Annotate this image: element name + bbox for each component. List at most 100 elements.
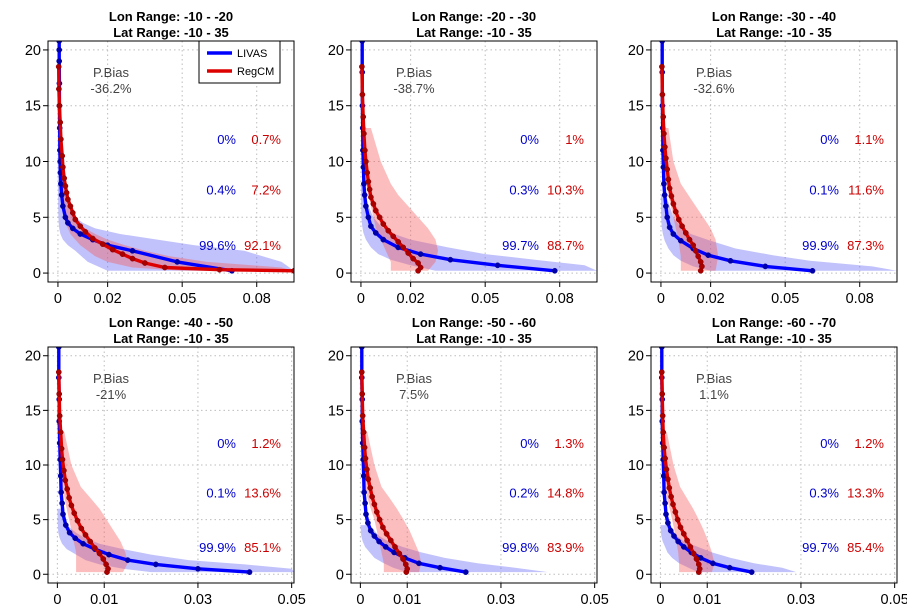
x-tick-label: 0.05: [471, 291, 499, 307]
data-point-livas: [56, 58, 63, 64]
data-point-livas: [382, 544, 389, 550]
data-point-regcm: [668, 193, 675, 199]
data-point-regcm: [161, 264, 168, 271]
y-tick-label: 20: [328, 349, 344, 365]
data-point-livas: [661, 180, 667, 187]
y-tick-label: 10: [328, 458, 344, 474]
data-point-regcm: [60, 164, 66, 170]
data-point-livas: [80, 540, 86, 547]
x-tick-label: 0.02: [397, 291, 425, 307]
series-line-regcm: [660, 370, 702, 574]
layer-pct-livas-low: 99.8%: [502, 540, 539, 555]
data-point-regcm: [129, 255, 136, 262]
data-point-regcm: [362, 147, 368, 154]
pbias-label: P.Bias: [396, 65, 432, 80]
data-point-regcm: [666, 485, 673, 491]
y-tick-label: 15: [628, 403, 644, 419]
x-tick-label: 0.03: [184, 592, 212, 608]
data-point-regcm: [59, 456, 66, 463]
band-livas: [57, 116, 294, 271]
layer-pct-regcm-high: 0.7%: [251, 132, 281, 147]
data-point-livas: [129, 247, 136, 254]
data-point-livas: [665, 520, 671, 526]
layer-pct-regcm-high: 1.2%: [251, 436, 281, 451]
x-tick-label: 0.03: [487, 592, 515, 608]
data-point-regcm: [665, 176, 672, 183]
pbias-value: -32.6%: [693, 81, 735, 96]
pbias-label: P.Bias: [396, 371, 432, 386]
data-point-livas: [56, 47, 63, 53]
data-point-regcm: [410, 255, 416, 262]
panel-title-lon: Lon Range: -10 - -20: [109, 9, 233, 24]
data-point-livas: [437, 564, 443, 571]
data-point-livas: [65, 220, 71, 226]
data-point-livas: [195, 565, 201, 572]
data-point-regcm: [376, 516, 383, 523]
data-point-regcm: [674, 516, 681, 523]
data-point-livas: [417, 251, 424, 257]
layer-pct-regcm-mid: 13.6%: [244, 485, 281, 500]
x-tick-label: 0: [657, 291, 665, 307]
data-point-livas: [705, 252, 712, 259]
panel-title-lat: Lat Range: -10 - 35: [416, 25, 532, 40]
data-point-regcm: [56, 102, 63, 109]
data-point-regcm: [361, 444, 368, 451]
data-point-livas: [748, 569, 755, 575]
layer-pct-livas-high: 0%: [520, 132, 539, 147]
data-point-livas: [371, 533, 378, 539]
data-point-regcm: [62, 477, 69, 484]
data-point-livas: [416, 560, 422, 567]
x-tick-label: 0: [54, 291, 62, 307]
y-tick-label: 10: [628, 458, 644, 474]
layer-pct-regcm-mid: 13.3%: [847, 485, 884, 500]
pbias-value: 7.5%: [399, 387, 429, 402]
data-point-livas: [72, 535, 79, 542]
panel-5: 0 5 10 15 20 0 0.01 0.03 0.05 Lon Range: -50 - -6…: [328, 315, 609, 608]
data-point-regcm: [405, 250, 412, 256]
panel-title-lon: Lon Range: -30 - -40: [712, 9, 836, 24]
plot-area: [658, 347, 797, 575]
data-point-regcm: [693, 556, 700, 562]
data-point-livas: [727, 257, 734, 264]
data-point-regcm: [74, 517, 81, 524]
layer-pct-regcm-high: 1.1%: [854, 132, 884, 147]
y-tick-label: 20: [628, 349, 644, 365]
data-point-livas: [376, 538, 382, 545]
data-point-livas: [358, 347, 365, 350]
data-point-regcm: [670, 201, 677, 207]
panel-title-lon: Lon Range: -50 - -60: [412, 315, 536, 330]
data-point-livas: [551, 267, 558, 274]
data-point-livas: [726, 564, 733, 571]
y-tick-label: 5: [336, 513, 344, 529]
plot-area: [659, 41, 897, 274]
y-tick-label: 10: [328, 155, 344, 171]
data-point-regcm: [670, 501, 676, 508]
data-point-regcm: [366, 186, 373, 193]
data-point-regcm: [659, 63, 665, 70]
panel-title-lat: Lat Range: -10 - 35: [716, 331, 832, 346]
data-point-livas: [66, 529, 73, 536]
data-point-livas: [152, 561, 159, 568]
data-point-livas: [372, 230, 379, 236]
y-tick-label: 10: [25, 155, 41, 171]
data-point-regcm: [665, 476, 671, 483]
data-point-livas: [663, 511, 669, 518]
layer-pct-regcm-high: 1.3%: [554, 436, 584, 451]
layer-pct-livas-high: 0%: [820, 132, 839, 147]
x-tick-label: 0: [53, 592, 61, 608]
data-point-regcm: [56, 86, 62, 92]
data-point-regcm: [376, 214, 383, 221]
data-point-livas: [59, 500, 65, 507]
panel-title-lat: Lat Range: -10 - 35: [416, 331, 532, 346]
data-point-livas: [368, 223, 374, 230]
data-point-livas: [664, 214, 671, 221]
data-point-regcm: [359, 391, 366, 397]
plot-area: [55, 41, 294, 274]
data-point-regcm: [359, 412, 366, 419]
data-point-regcm: [371, 501, 378, 508]
band-regcm: [662, 128, 719, 271]
layer-pct-livas-mid: 0.4%: [206, 182, 236, 197]
layer-pct-regcm-mid: 14.8%: [547, 485, 584, 500]
panel-6: 0 5 10 15 20 0 0.01 0.03 0.05 Lon Range: -60 - -7…: [628, 315, 907, 608]
